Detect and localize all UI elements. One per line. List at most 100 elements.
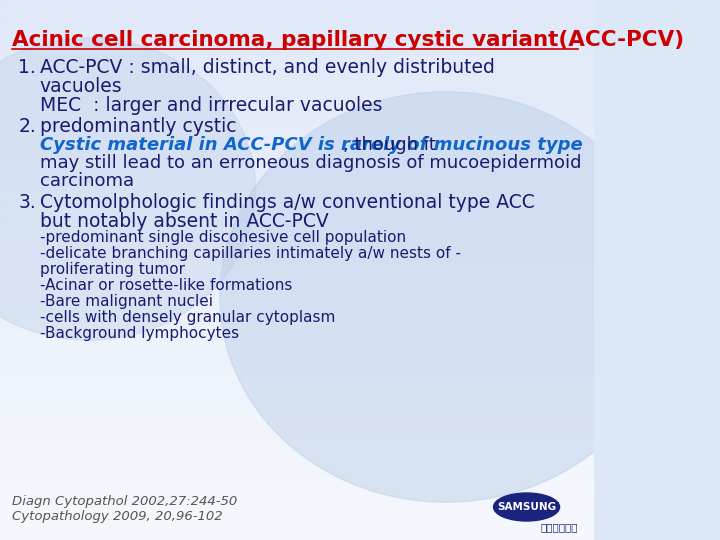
Bar <box>0 340 594 346</box>
Bar <box>0 475 594 481</box>
Bar <box>0 351 594 356</box>
Text: 삼성서울병원: 삼성서울병원 <box>540 522 577 532</box>
Bar <box>0 157 594 162</box>
Bar <box>0 92 594 97</box>
Bar <box>0 281 594 286</box>
Bar <box>0 221 594 227</box>
Bar <box>0 319 594 324</box>
Text: SAMSUNG: SAMSUNG <box>497 502 556 512</box>
Text: vacuoles: vacuoles <box>40 77 122 96</box>
Bar <box>0 76 594 81</box>
Circle shape <box>0 38 256 340</box>
Bar <box>0 286 594 292</box>
Bar <box>0 308 594 313</box>
Text: 2.: 2. <box>18 117 36 136</box>
Bar <box>0 173 594 178</box>
Bar <box>0 194 594 200</box>
Text: 1.: 1. <box>18 58 36 77</box>
Text: Diagn Cytopathol 2002,27:244-50: Diagn Cytopathol 2002,27:244-50 <box>12 495 238 508</box>
Bar <box>0 135 594 140</box>
Bar <box>0 508 594 513</box>
Bar <box>0 22 594 27</box>
Bar <box>0 211 594 216</box>
Text: carcinoma: carcinoma <box>40 172 134 190</box>
Bar <box>0 432 594 437</box>
Bar <box>0 200 594 205</box>
Bar <box>0 356 594 362</box>
Text: ACC-PCV : small, distinct, and evenly distributed: ACC-PCV : small, distinct, and evenly di… <box>40 58 495 77</box>
Text: , though it: , though it <box>343 136 436 154</box>
Bar <box>0 65 594 70</box>
Bar <box>0 259 594 265</box>
Bar <box>0 49 594 54</box>
Bar <box>0 81 594 86</box>
Bar <box>0 124 594 130</box>
Bar <box>0 275 594 281</box>
Bar <box>0 146 594 151</box>
Bar <box>0 481 594 486</box>
Bar <box>0 329 594 335</box>
Bar <box>0 119 594 124</box>
Text: -predominant single discohesive cell population: -predominant single discohesive cell pop… <box>40 230 406 245</box>
Bar <box>0 454 594 459</box>
Bar <box>0 405 594 410</box>
Bar <box>0 470 594 475</box>
Bar <box>0 416 594 421</box>
Bar <box>0 497 594 502</box>
Bar <box>0 86 594 92</box>
Bar <box>0 400 594 405</box>
Bar <box>0 394 594 400</box>
Text: -delicate branching capillaries intimately a/w nests of -: -delicate branching capillaries intimate… <box>40 246 461 261</box>
Bar <box>0 243 594 248</box>
Bar <box>0 0 594 5</box>
Bar <box>0 178 594 184</box>
Text: -cells with densely granular cytoplasm: -cells with densely granular cytoplasm <box>40 310 335 325</box>
Bar <box>0 54 594 59</box>
Text: 3.: 3. <box>18 193 36 212</box>
Bar <box>0 486 594 491</box>
Bar <box>0 254 594 259</box>
Bar <box>0 108 594 113</box>
Text: -Bare malignant nuclei: -Bare malignant nuclei <box>40 294 212 309</box>
Bar <box>0 292 594 297</box>
Bar <box>0 232 594 238</box>
Bar <box>0 437 594 443</box>
Bar <box>0 459 594 464</box>
Bar <box>0 205 594 211</box>
Bar <box>0 167 594 173</box>
Bar <box>0 383 594 389</box>
Bar <box>0 421 594 427</box>
Bar <box>0 443 594 448</box>
Bar <box>0 270 594 275</box>
Text: predominantly cystic: predominantly cystic <box>40 117 236 136</box>
Bar <box>0 113 594 119</box>
Bar <box>0 5 594 11</box>
Bar <box>0 518 594 524</box>
Bar <box>0 27 594 32</box>
Bar <box>0 464 594 470</box>
Bar <box>0 130 594 135</box>
Circle shape <box>220 92 672 502</box>
Bar <box>0 335 594 340</box>
Bar <box>0 16 594 22</box>
Bar <box>0 524 594 529</box>
Bar <box>0 389 594 394</box>
Ellipse shape <box>493 493 559 521</box>
Bar <box>0 43 594 49</box>
Bar <box>0 302 594 308</box>
Text: Cystic material in ACC-PCV is rarely of mucinous type: Cystic material in ACC-PCV is rarely of … <box>40 136 582 154</box>
Bar <box>0 513 594 518</box>
Bar <box>0 502 594 508</box>
Bar <box>0 38 594 43</box>
Bar <box>0 151 594 157</box>
Bar <box>0 529 594 535</box>
Bar <box>0 373 594 378</box>
Bar <box>0 313 594 319</box>
Bar <box>0 378 594 383</box>
Bar <box>0 184 594 189</box>
Bar <box>0 410 594 416</box>
Bar <box>0 216 594 221</box>
Text: proliferating tumor: proliferating tumor <box>40 262 184 277</box>
Text: but notably absent in ACC-PCV: but notably absent in ACC-PCV <box>40 212 328 231</box>
Bar <box>0 427 594 432</box>
